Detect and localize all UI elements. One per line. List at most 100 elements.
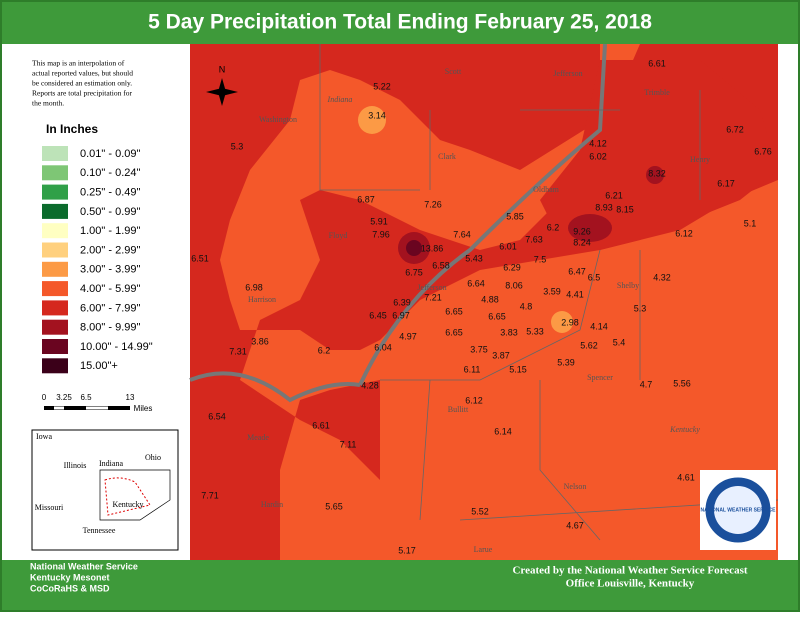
station-value: 7.64 xyxy=(453,229,471,239)
station-value: 6.54 xyxy=(208,411,226,421)
station-value: 6.97 xyxy=(392,310,410,320)
inset-label: Illinois xyxy=(64,461,87,470)
precip-8-10 xyxy=(568,214,612,242)
station-value: 7.63 xyxy=(525,234,543,244)
station-value: 7.71 xyxy=(201,490,219,500)
legend-swatch xyxy=(42,165,68,181)
station-value: 4.7 xyxy=(640,379,653,389)
header-bar xyxy=(0,0,800,44)
legend-swatch xyxy=(42,339,68,354)
place-label: Clark xyxy=(438,152,456,161)
place-label: Oldham xyxy=(533,185,560,194)
legend-label: 0.25" - 0.49" xyxy=(80,187,140,199)
station-value: 4.88 xyxy=(481,294,499,304)
station-value: 6.87 xyxy=(357,194,375,204)
place-label: Jefferson xyxy=(417,283,446,292)
station-value: 8.15 xyxy=(616,204,634,214)
station-value: 6.64 xyxy=(467,278,485,288)
station-value: 5.15 xyxy=(509,364,527,374)
logo-text: NATIONAL WEATHER SERVICE xyxy=(701,507,777,513)
station-value: 9.26 xyxy=(573,226,591,236)
footer-left: Kentucky Mesonet xyxy=(30,572,110,582)
place-label: Hardin xyxy=(261,500,283,509)
map xyxy=(189,43,779,560)
station-value: 3.75 xyxy=(470,344,488,354)
precip-8-10 xyxy=(646,166,664,184)
legend-label: 1.00" - 1.99" xyxy=(80,225,140,237)
station-value: 5.22 xyxy=(373,81,391,91)
station-value: 6.29 xyxy=(503,262,521,272)
station-value: 6.2 xyxy=(318,345,331,355)
station-value: 6.14 xyxy=(494,426,512,436)
legend-swatch xyxy=(42,223,68,239)
legend-label: 15.00"+ xyxy=(80,360,118,372)
cwa-outline xyxy=(104,477,151,516)
legend-title: In Inches xyxy=(46,122,98,136)
scale-bar-seg xyxy=(86,406,108,410)
scale-label: 0 xyxy=(42,393,47,402)
station-value: 6.98 xyxy=(245,282,263,292)
place-label: Washington xyxy=(259,115,297,124)
place-label: Trimble xyxy=(644,88,670,97)
title: 5 Day Precipitation Total Ending Februar… xyxy=(148,11,652,34)
station-value: 5.91 xyxy=(370,216,388,226)
station-value: 6.21 xyxy=(605,190,623,200)
station-value: 6.2 xyxy=(547,222,560,232)
station-value: 4.41 xyxy=(566,289,584,299)
scale-label: 3.25 xyxy=(56,393,72,402)
legend-swatch xyxy=(42,242,68,258)
place-label: Harrison xyxy=(248,295,276,304)
station-value: 5.62 xyxy=(580,340,598,350)
compass xyxy=(206,78,238,106)
scale-unit: Miles xyxy=(134,404,153,413)
footer-right: Office Louisville, Kentucky xyxy=(566,578,695,590)
station-value: 2.98 xyxy=(561,317,579,327)
scale-bar-seg xyxy=(54,406,64,410)
station-value: 6.17 xyxy=(717,178,735,188)
station-value: 13.86 xyxy=(421,243,444,253)
inset-label: Tennessee xyxy=(83,526,116,535)
station-value: 6.5 xyxy=(588,272,601,282)
station-value: 4.12 xyxy=(589,138,607,148)
station-value: 6.72 xyxy=(726,124,744,134)
station-value: 6.51 xyxy=(191,253,209,263)
place-label: Bullitt xyxy=(448,405,469,414)
station-value: 3.59 xyxy=(543,286,561,296)
note-line: actual reported values, but should xyxy=(32,69,133,78)
station-value: 6.65 xyxy=(445,327,463,337)
station-value: 6.47 xyxy=(568,266,586,276)
note-line: the month. xyxy=(32,99,64,108)
legend-label: 10.00" - 14.99" xyxy=(80,341,153,353)
station-value: 6.61 xyxy=(312,420,330,430)
station-value: 6.02 xyxy=(589,151,607,161)
station-value: 6.11 xyxy=(464,364,481,374)
station-value: 7.21 xyxy=(424,292,442,302)
station-value: 6.45 xyxy=(369,310,387,320)
place-label: Jefferson xyxy=(553,69,582,78)
nws-logo-inner xyxy=(714,486,762,534)
station-value: 5.3 xyxy=(231,141,244,151)
station-value: 8.32 xyxy=(648,168,666,178)
footer-bar xyxy=(0,560,800,612)
note-line: be considered an estimation only. xyxy=(32,79,132,88)
legend-swatch xyxy=(42,319,68,335)
legend-swatch xyxy=(42,146,68,161)
county-lines xyxy=(319,44,779,541)
legend-swatch xyxy=(42,300,68,316)
place-label: Floyd xyxy=(329,231,348,240)
station-value: 4.32 xyxy=(653,272,671,282)
legend-label: 4.00" - 5.99" xyxy=(80,283,140,295)
ohio-river xyxy=(358,43,607,386)
legend-label: 0.50" - 0.99" xyxy=(80,206,140,218)
station-value: 6.39 xyxy=(393,297,411,307)
place-label: Nelson xyxy=(564,482,587,491)
station-value: 5.1 xyxy=(744,218,757,228)
station-value: 5.33 xyxy=(526,326,544,336)
station-value: 7.96 xyxy=(372,229,390,239)
station-value: 6.58 xyxy=(432,260,450,270)
place-label: Kentucky xyxy=(669,425,700,434)
station-value: 5.4 xyxy=(613,337,626,347)
station-value: 4.28 xyxy=(361,380,379,390)
station-value: 4.14 xyxy=(590,321,608,331)
